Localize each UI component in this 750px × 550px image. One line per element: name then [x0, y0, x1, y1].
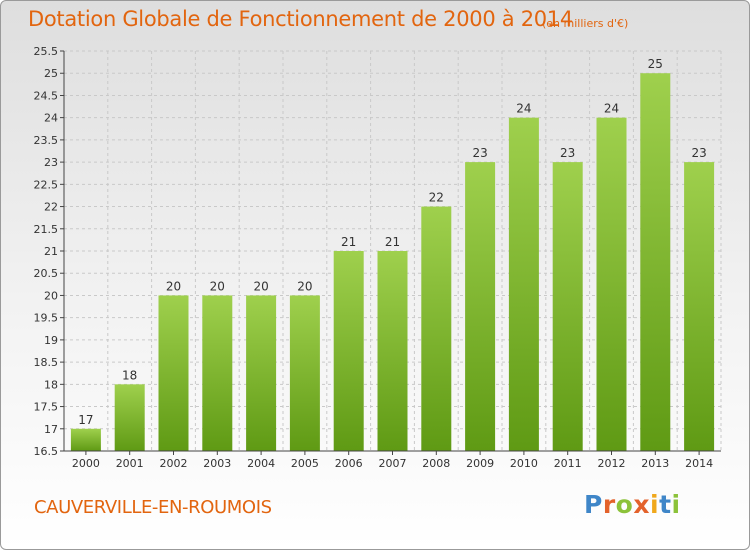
x-tick-label-2000: 2000: [72, 457, 100, 470]
x-tick-label-2002: 2002: [160, 457, 188, 470]
data-label-2007: 21: [385, 235, 400, 249]
bar-2014: [684, 162, 715, 451]
x-tick-label-2011: 2011: [554, 457, 582, 470]
y-tick-label: 21.5: [34, 223, 59, 236]
logo-letter: t: [659, 490, 672, 519]
bar-2008: [421, 206, 452, 451]
data-label-2009: 23: [472, 146, 487, 160]
data-label-2000: 17: [78, 413, 93, 427]
bars: [70, 73, 715, 452]
bar-2001: [114, 384, 145, 451]
x-axis: 2000 2001 2002 2003 2004 2005 2006 2007 2008 2009…: [64, 450, 721, 470]
y-tick-label: 21: [44, 245, 58, 258]
bar-2010: [508, 117, 539, 452]
x-tick-label-2004: 2004: [247, 457, 275, 470]
bar-2011: [552, 162, 583, 451]
y-tick-label: 24.5: [34, 89, 59, 102]
logo-letter: x: [633, 490, 650, 519]
logo-letter: P: [584, 490, 603, 519]
y-tick-label: 20.5: [34, 267, 59, 280]
y-tick-label: 25: [44, 67, 58, 80]
bar-2004: [246, 295, 277, 451]
y-tick-label: 23.5: [34, 134, 59, 147]
y-tick-label: 17: [44, 423, 58, 436]
y-tick-label: 23: [44, 156, 58, 169]
bar-2003: [202, 295, 233, 451]
bar-2012: [596, 117, 627, 452]
data-label-2006: 21: [341, 235, 356, 249]
x-tick-label-2007: 2007: [379, 457, 407, 470]
data-label-2001: 18: [122, 368, 137, 382]
bar-2005: [289, 295, 320, 451]
x-tick-label-2012: 2012: [598, 457, 626, 470]
commune-name: CAUVERVILLE-EN-ROUMOIS: [34, 497, 272, 518]
x-tick-label-2008: 2008: [422, 457, 450, 470]
y-tick-label: 17.5: [34, 401, 59, 414]
logo-letter: i: [650, 490, 660, 519]
x-tick-label-2006: 2006: [335, 457, 363, 470]
x-tick-label-2005: 2005: [291, 457, 319, 470]
y-tick-label: 16.5: [34, 445, 59, 458]
data-labels: 17 18 20 20 20 20 21 21 22 23 24 23 24 25 23: [78, 57, 706, 427]
bar-2009: [465, 162, 496, 451]
x-tick-label-2009: 2009: [466, 457, 494, 470]
bar-2007: [377, 251, 408, 451]
y-tick-label: 24: [44, 112, 58, 125]
y-tick-label: 22.5: [34, 178, 59, 191]
data-label-2010: 24: [516, 102, 531, 116]
data-label-2003: 20: [210, 279, 225, 293]
y-axis: 16.5 17 17.5 18 18.5 19 19.5 20 20.5 21 21.5 22 22.5…: [34, 45, 65, 458]
x-tick-label-2003: 2003: [203, 457, 231, 470]
x-tick-label-2001: 2001: [116, 457, 144, 470]
data-label-2011: 23: [560, 146, 575, 160]
y-tick-label: 20: [44, 289, 58, 302]
data-label-2002: 20: [166, 279, 181, 293]
bar-2000: [70, 428, 101, 451]
bar-2013: [640, 73, 671, 451]
data-label-2008: 22: [429, 191, 444, 205]
y-tick-label: 22: [44, 201, 58, 214]
y-tick-label: 18.5: [34, 356, 59, 369]
data-label-2012: 24: [604, 102, 619, 116]
data-label-2005: 20: [297, 279, 312, 293]
logo-letter: r: [602, 490, 616, 519]
chart-title: Dotation Globale de Fonctionnement de 20…: [28, 7, 573, 31]
data-label-2004: 20: [253, 279, 268, 293]
y-tick-label: 19: [44, 334, 58, 347]
y-tick-label: 25.5: [34, 45, 59, 58]
data-label-2013: 25: [648, 57, 663, 71]
logo-letter: o: [615, 490, 634, 519]
logo-letter: i: [671, 490, 681, 519]
y-tick-label: 19.5: [34, 312, 59, 325]
bar-2002: [158, 295, 189, 451]
chart-subtitle: (en milliers d'€): [542, 17, 629, 30]
y-tick-label: 18: [44, 378, 58, 391]
x-tick-label-2010: 2010: [510, 457, 538, 470]
x-tick-label-2013: 2013: [641, 457, 669, 470]
bar-2006: [333, 251, 364, 451]
data-label-2014: 23: [691, 146, 706, 160]
proxiti-logo[interactable]: Proxiti: [584, 490, 681, 519]
x-tick-label-2014: 2014: [685, 457, 713, 470]
